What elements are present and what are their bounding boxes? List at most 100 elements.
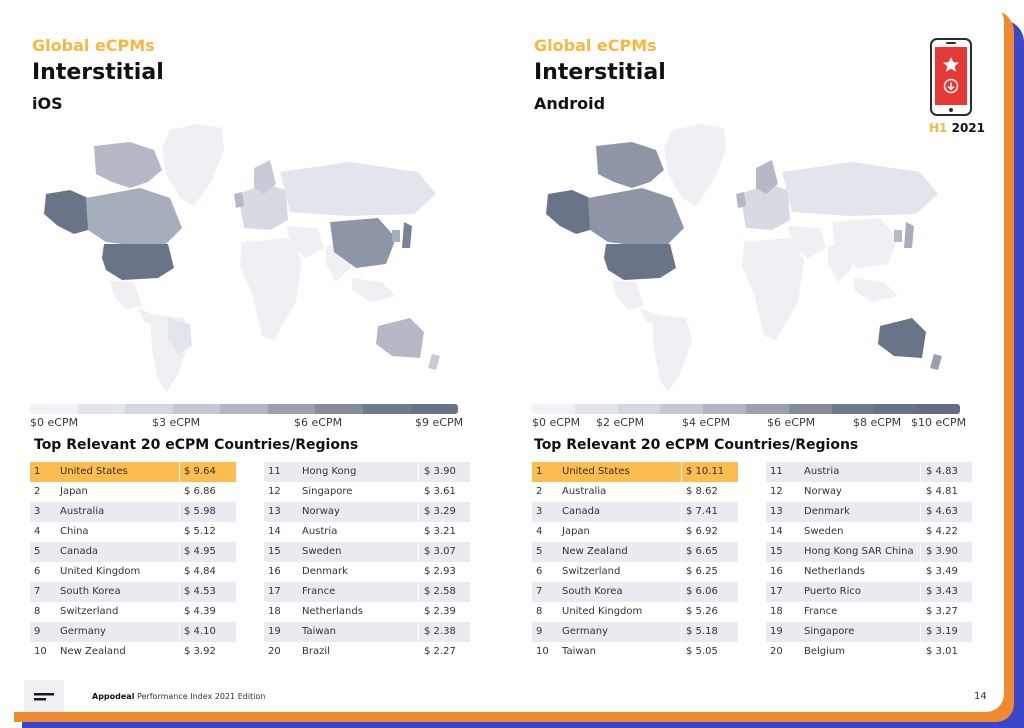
table-row: 7 South Korea $ 6.06 — [532, 582, 738, 602]
table-row: 7 South Korea $ 4.53 — [30, 582, 236, 602]
table-row: 18 Netherlands $ 2.39 — [264, 602, 470, 622]
table-row: 20 Belgium $ 3.01 — [766, 642, 972, 662]
table-row: 11 Hong Kong $ 3.90 — [264, 462, 470, 482]
footer-brand: Appodeal — [92, 692, 135, 701]
page-title: Interstitial — [534, 60, 666, 85]
greenland — [162, 124, 224, 206]
world-map-ios — [44, 124, 440, 392]
download-icon — [943, 78, 959, 94]
table-row: 8 Switzerland $ 4.39 — [30, 602, 236, 622]
table-row: 4 Japan $ 6.92 — [532, 522, 738, 542]
phone-icon — [930, 38, 972, 116]
ios-panel: Global eCPMs Interstitial iOS — [0, 0, 470, 680]
menu-lines-icon — [24, 680, 64, 712]
table-row: 4 China $ 5.12 — [30, 522, 236, 542]
table-title: Top Relevant 20 eCPM Countries/Regions — [34, 437, 359, 453]
table-row: 2 Australia $ 8.62 — [532, 482, 738, 502]
japan — [402, 222, 412, 248]
table-row: 6 United Kingdom $ 4.84 — [30, 562, 236, 582]
table-title: Top Relevant 20 eCPM Countries/Regions — [534, 437, 859, 453]
table-row: 13 Denmark $ 4.63 — [766, 502, 972, 522]
table-row: 5 Canada $ 4.95 — [30, 542, 236, 562]
table-row: 9 Germany $ 4.10 — [30, 622, 236, 642]
table-row: 16 Netherlands $ 3.49 — [766, 562, 972, 582]
table-row: 6 Switzerland $ 6.25 — [532, 562, 738, 582]
south-america — [652, 314, 692, 392]
table-row: 15 Hong Kong SAR China $ 3.90 — [766, 542, 972, 562]
table-row: 10 Taiwan $ 5.05 — [532, 642, 738, 662]
table-row: 2 Japan $ 6.86 — [30, 482, 236, 502]
brazil — [168, 318, 192, 354]
android-panel: Global eCPMs Interstitial Android — [500, 0, 972, 680]
middle-east — [286, 226, 324, 258]
scale-label-2: $6 eCPM — [294, 416, 343, 429]
table-row: 1 United States $ 10.11 — [532, 462, 738, 482]
scale-label-0: $0 eCPM — [30, 416, 79, 429]
africa — [742, 238, 804, 340]
alaska — [546, 190, 590, 234]
table-row: 19 Taiwan $ 2.38 — [264, 622, 470, 642]
uk — [736, 192, 746, 208]
ecpm-scale-bar — [30, 404, 458, 414]
table-row: 10 New Zealand $ 3.92 — [30, 642, 236, 662]
table-row: 20 Brazil $ 2.27 — [264, 642, 470, 662]
table-row: 1 United States $ 9.64 — [30, 462, 236, 482]
korea — [392, 230, 400, 242]
footer-edition: Performance Index 2021 Edition — [136, 692, 266, 701]
europe — [740, 184, 790, 230]
scandinavia — [254, 160, 276, 194]
southeast-asia — [352, 278, 396, 302]
scale-label-1: $3 eCPM — [152, 416, 201, 429]
japan — [904, 222, 914, 248]
africa — [240, 238, 302, 340]
scale-label-1: $2 eCPM — [596, 416, 645, 429]
page: Global eCPMs Interstitial iOS — [0, 0, 987, 712]
scale-label-0: $0 eCPM — [532, 416, 581, 429]
world-map-android — [546, 124, 942, 392]
europe — [238, 184, 288, 230]
table-row: 3 Canada $ 7.41 — [532, 502, 738, 522]
table-row: 16 Denmark $ 2.93 — [264, 562, 470, 582]
canada — [86, 188, 182, 246]
page-title: Interstitial — [32, 60, 164, 85]
table-row: 15 Sweden $ 3.07 — [264, 542, 470, 562]
middle-east — [788, 226, 826, 258]
period-badge: H1 2021 — [929, 121, 985, 135]
android-table-col1: 1 United States $ 10.11 2 Australia $ 8.62 3… — [532, 462, 738, 662]
scale-label-2: $4 eCPM — [682, 416, 731, 429]
canada-arctic — [94, 142, 162, 188]
korea — [894, 230, 902, 242]
southeast-asia — [854, 278, 898, 302]
table-row: 11 Austria $ 4.83 — [766, 462, 972, 482]
uk — [234, 192, 244, 208]
united-states — [604, 244, 676, 280]
scandinavia — [756, 160, 778, 194]
mexico — [612, 280, 644, 310]
table-row: 17 France $ 2.58 — [264, 582, 470, 602]
table-row: 12 Norway $ 4.81 — [766, 482, 972, 502]
table-row: 18 France $ 3.27 — [766, 602, 972, 622]
ios-table-col2: 11 Hong Kong $ 3.90 12 Singapore $ 3.61 13 No… — [264, 462, 470, 662]
table-row: 13 Norway $ 3.29 — [264, 502, 470, 522]
platform-label: Android — [534, 94, 606, 113]
canada-arctic — [596, 142, 664, 188]
star-icon — [943, 57, 959, 72]
united-states — [102, 244, 174, 280]
canada — [588, 188, 684, 246]
greenland — [664, 124, 726, 206]
ios-table-col1: 1 United States $ 9.64 2 Japan $ 6.86 3 Austr… — [30, 462, 236, 662]
table-row: 12 Singapore $ 3.61 — [264, 482, 470, 502]
russia — [280, 162, 436, 216]
table-row: 14 Sweden $ 4.22 — [766, 522, 972, 542]
alaska — [44, 190, 88, 234]
footer-text: Appodeal Performance Index 2021 Edition — [92, 692, 265, 701]
table-row: 5 New Zealand $ 6.65 — [532, 542, 738, 562]
android-table-col2: 11 Austria $ 4.83 12 Norway $ 4.81 13 Denmark… — [766, 462, 972, 662]
new-zealand — [428, 354, 440, 370]
scale-label-4: $8 eCPM — [853, 416, 902, 429]
table-row: 8 United Kingdom $ 5.26 — [532, 602, 738, 622]
period-prefix: H1 — [929, 121, 948, 135]
china — [330, 218, 396, 268]
scale-label-5: $10 eCPM — [911, 416, 967, 429]
section-kicker: Global eCPMs — [32, 36, 155, 55]
